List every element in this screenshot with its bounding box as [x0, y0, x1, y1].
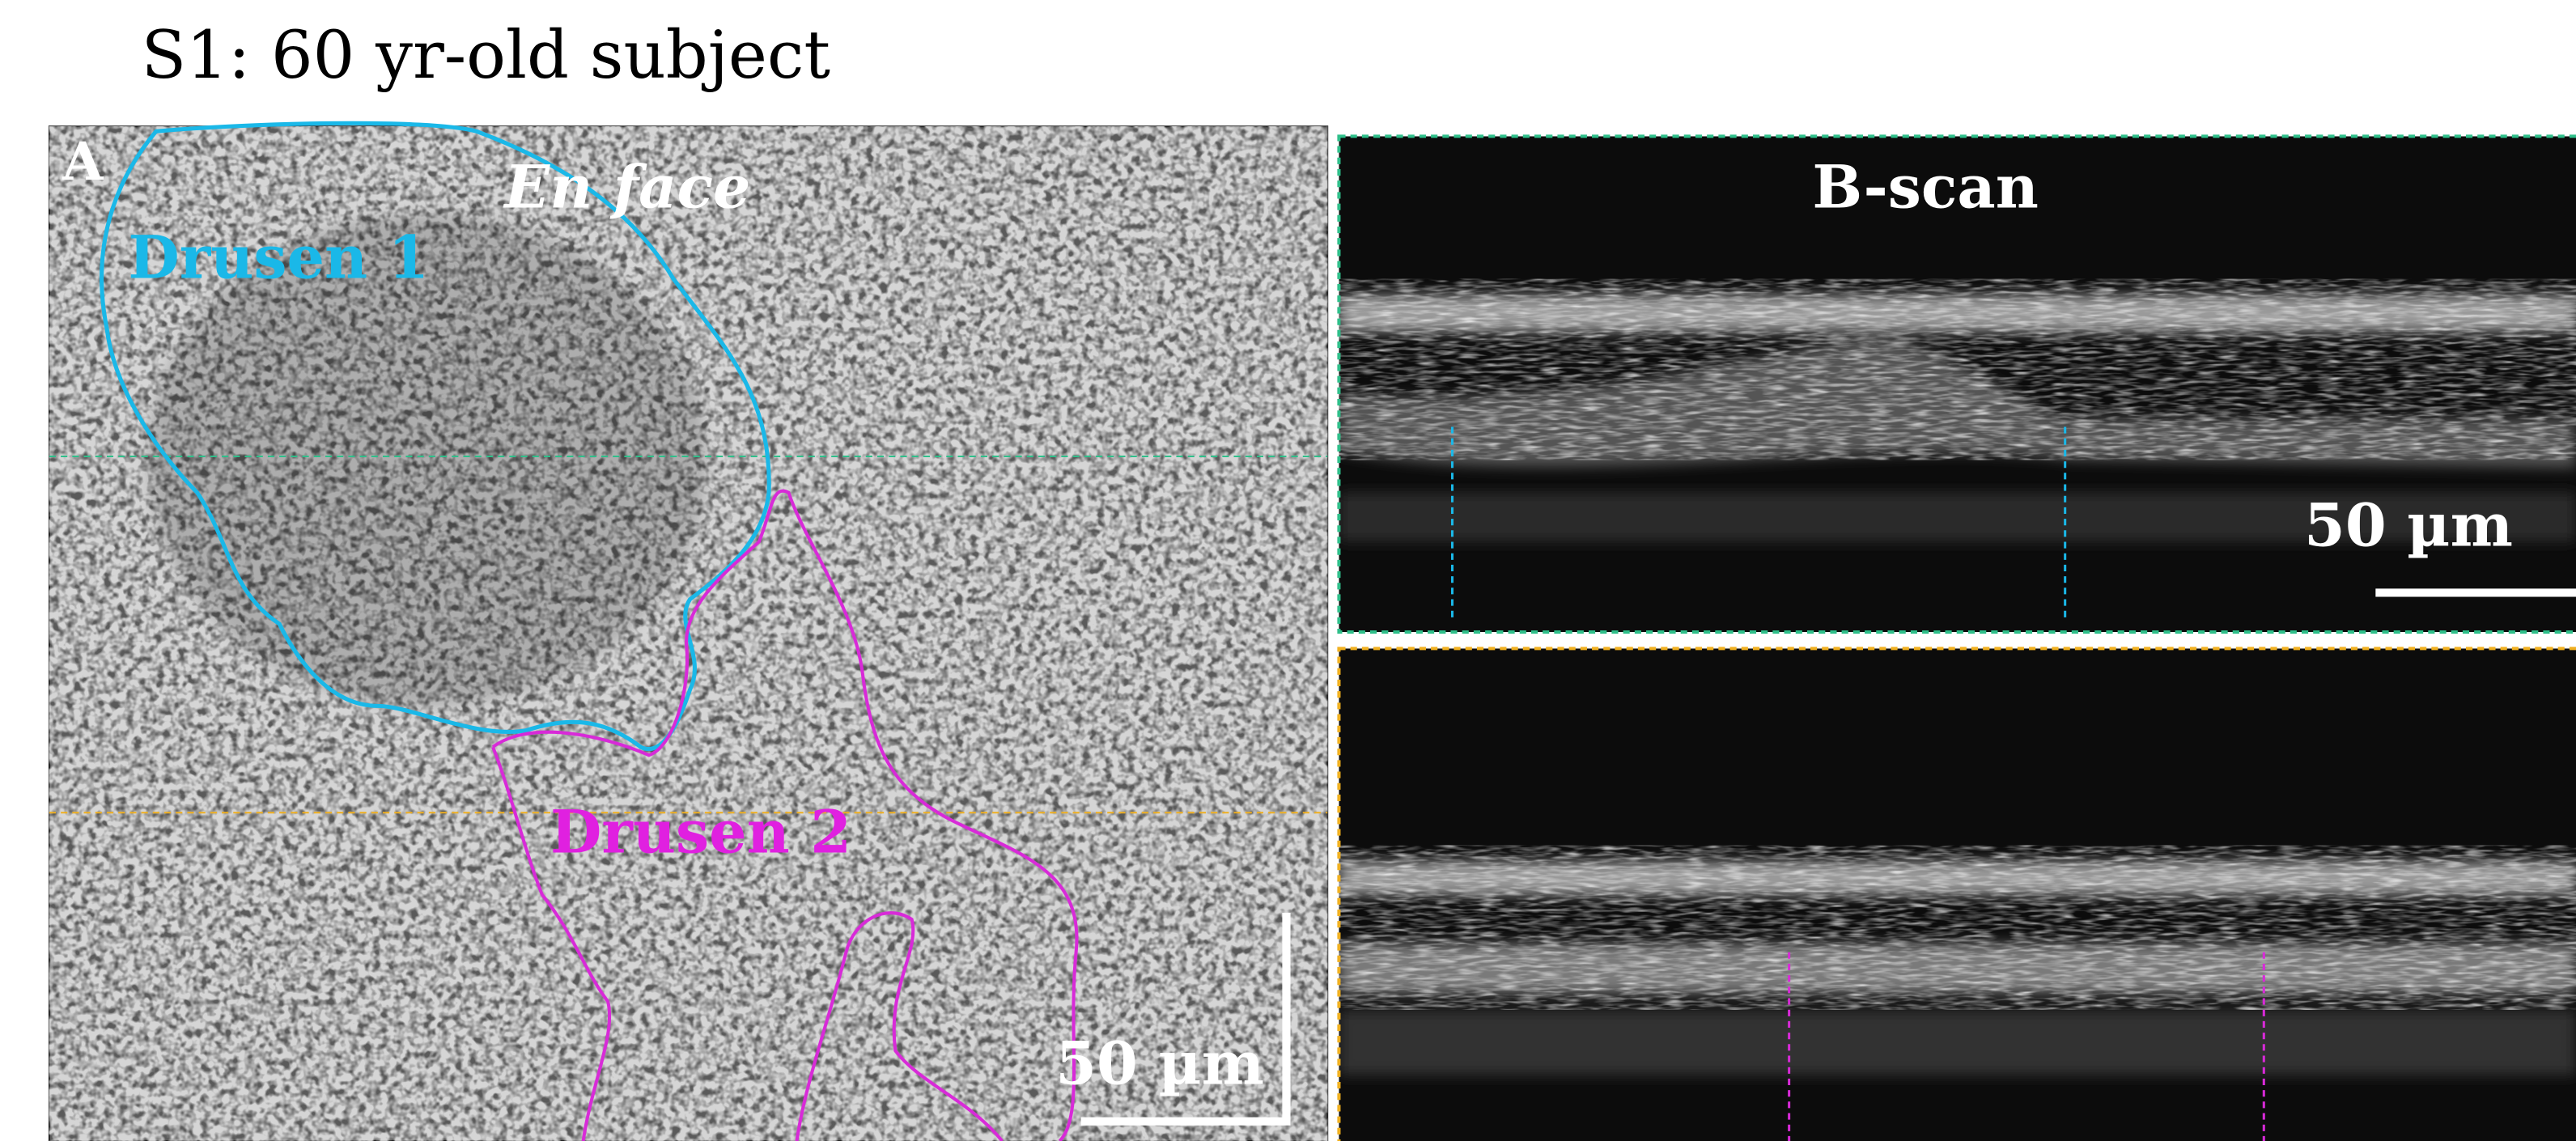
page: S1: 60 yr-old subject A En face Drusen 1…: [0, 0, 2576, 1141]
figure: S1: 60 yr-old subject A En face Drusen 1…: [0, 0, 2576, 1141]
b-scan-top: B-scan 50 µm: [1339, 136, 2576, 632]
b-scan-bottom: [1339, 648, 2576, 1141]
scale-bar-label: 50 µm: [1055, 1029, 1264, 1099]
panel-title: B-scan: [1812, 152, 2039, 222]
b-scan-speckle: [1339, 279, 2576, 460]
panel-title: En face: [503, 152, 750, 222]
panel-label: A: [62, 131, 104, 193]
en-face-panel: A En face Drusen 1 Drusen 2 50 µm: [49, 123, 1327, 1141]
b-scan-speckle: [1339, 846, 2576, 1010]
figure-title: S1: 60 yr-old subject: [142, 18, 830, 94]
region-label: Drusen 1: [128, 223, 429, 293]
scale-bar-label: 50 µm: [2304, 490, 2513, 560]
region-label: Drusen 2: [550, 798, 851, 867]
